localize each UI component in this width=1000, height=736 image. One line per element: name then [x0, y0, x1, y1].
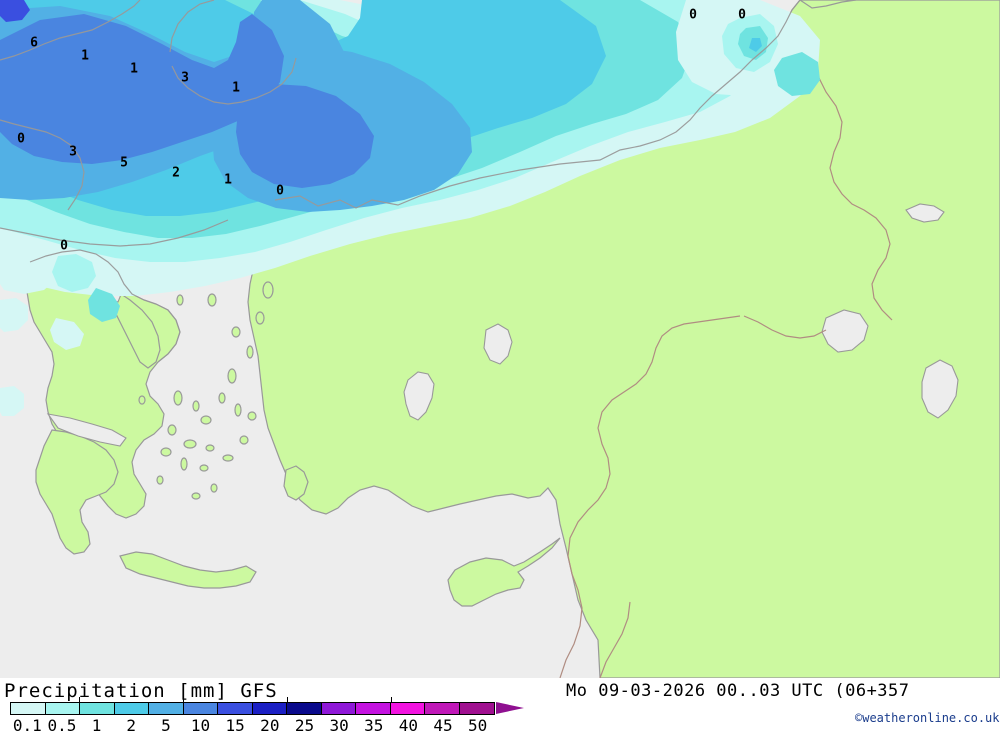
euboea-island [113, 291, 161, 369]
precip-sw-band-0.1-c [0, 386, 24, 416]
legend-label-20: 20 [260, 716, 280, 735]
lake-tuz [403, 371, 435, 421]
gulf-of-corinth [46, 413, 127, 447]
border-iraq-iran [743, 315, 827, 339]
legend-label-25: 25 [294, 716, 315, 735]
precipitation-layer [0, 0, 820, 416]
legend-swatch-0.1 [11, 703, 46, 714]
product-title: Precipitation [mm] GFS [4, 680, 278, 702]
legend-swatch-15 [218, 703, 253, 714]
legend-label-30: 30 [329, 716, 349, 735]
legend-swatch-10 [183, 703, 218, 714]
legend-label-45: 45 [433, 716, 453, 735]
precip-label: 1 [81, 48, 89, 64]
precip-label: 3 [69, 144, 77, 160]
legend-swatch-0.5 [45, 703, 80, 714]
legend-swatch-45 [425, 703, 460, 714]
legend-swatch-strip [10, 702, 495, 715]
legend-label-50: 50 [468, 716, 488, 735]
legend-swatch-40 [390, 703, 425, 714]
lake-urmia [921, 359, 959, 419]
lake-van [821, 309, 869, 353]
legend-tick-labels: 0.1 0.5 1 2 5 10 15 20 25 30 35 40 45 50 [10, 716, 495, 736]
precip-ne-band-2 [749, 38, 762, 52]
precip-band-10-core-east [236, 84, 374, 188]
legend-swatch-5 [149, 703, 184, 714]
precip-band-10-core [0, 14, 284, 164]
legend-label-0.5: 0.5 [47, 716, 77, 735]
precip-sw-band-0.1-d [50, 318, 84, 350]
cyprus-island [447, 537, 561, 607]
precip-label: 1 [224, 172, 232, 188]
precip-band-15-speck [0, 0, 30, 22]
border-syria-iraq [559, 315, 741, 678]
peloponnese [35, 429, 119, 555]
precip-label: 0 [738, 7, 746, 23]
precip-label: 0 [689, 7, 697, 23]
crete-island [119, 551, 257, 589]
legend-label-10: 10 [190, 716, 211, 735]
legend-swatch-25 [287, 703, 322, 714]
inland-lakes-layer [403, 203, 959, 421]
footer-bar: Precipitation [mm] GFS Mo 09-03-2026 00.… [0, 678, 1000, 736]
valid-time-label: Mo 09-03-2026 00..03 UTC (06+357 [566, 681, 910, 701]
legend-label-5: 5 [161, 716, 171, 735]
legend-swatch-1 [80, 703, 115, 714]
border-turkey-east [809, 59, 893, 321]
precip-sw-band-1 [88, 288, 120, 322]
legend-tick [391, 697, 393, 702]
ne-corner-landmass [798, 0, 857, 9]
precip-label: 5 [120, 155, 128, 171]
border-levant [599, 601, 631, 678]
map-canvas[interactable]: 6 1 1 3 1 0 3 5 2 1 0 0 0 0 [0, 0, 1000, 678]
legend-label-15: 15 [225, 716, 245, 735]
legend-label-0.1: 0.1 [12, 716, 42, 735]
precip-label: 1 [130, 61, 138, 77]
precip-sw-band-0.5 [52, 254, 96, 292]
legend-label-2: 2 [126, 716, 137, 735]
legend-tick-marks [10, 697, 495, 702]
legend-swatch-35 [356, 703, 391, 714]
legend-label-40: 40 [398, 716, 419, 735]
precip-sw-band-0.1-b [0, 298, 28, 332]
legend-label-1: 1 [91, 716, 102, 735]
precip-label: 0 [60, 238, 68, 254]
precip-label: 0 [17, 131, 25, 147]
precip-label: 3 [181, 70, 189, 86]
precip-label: 6 [30, 35, 38, 51]
copyright-label: ©weatheronline.co.uk [855, 711, 1000, 725]
precip-label: 2 [172, 165, 180, 181]
legend-tick [79, 697, 81, 702]
legend-tick [287, 697, 289, 702]
precip-ne-band-1-b [774, 52, 820, 96]
legend-swatch-30 [321, 703, 356, 714]
aegean-islands [138, 281, 274, 500]
rhodes-island [283, 465, 309, 501]
precip-label: 0 [276, 183, 284, 199]
precip-label: 1 [232, 80, 240, 96]
coastline-overlay [0, 0, 801, 363]
legend-overflow-arrow [496, 702, 524, 714]
map-svg [0, 0, 1000, 678]
legend-swatch-2 [114, 703, 149, 714]
legend-swatch-50 [459, 703, 494, 714]
legend-swatch-20 [252, 703, 287, 714]
small-lake-ne [905, 203, 945, 223]
lake-beysehir [483, 323, 513, 365]
legend-label-35: 35 [364, 716, 384, 735]
legend-tick [183, 697, 185, 702]
